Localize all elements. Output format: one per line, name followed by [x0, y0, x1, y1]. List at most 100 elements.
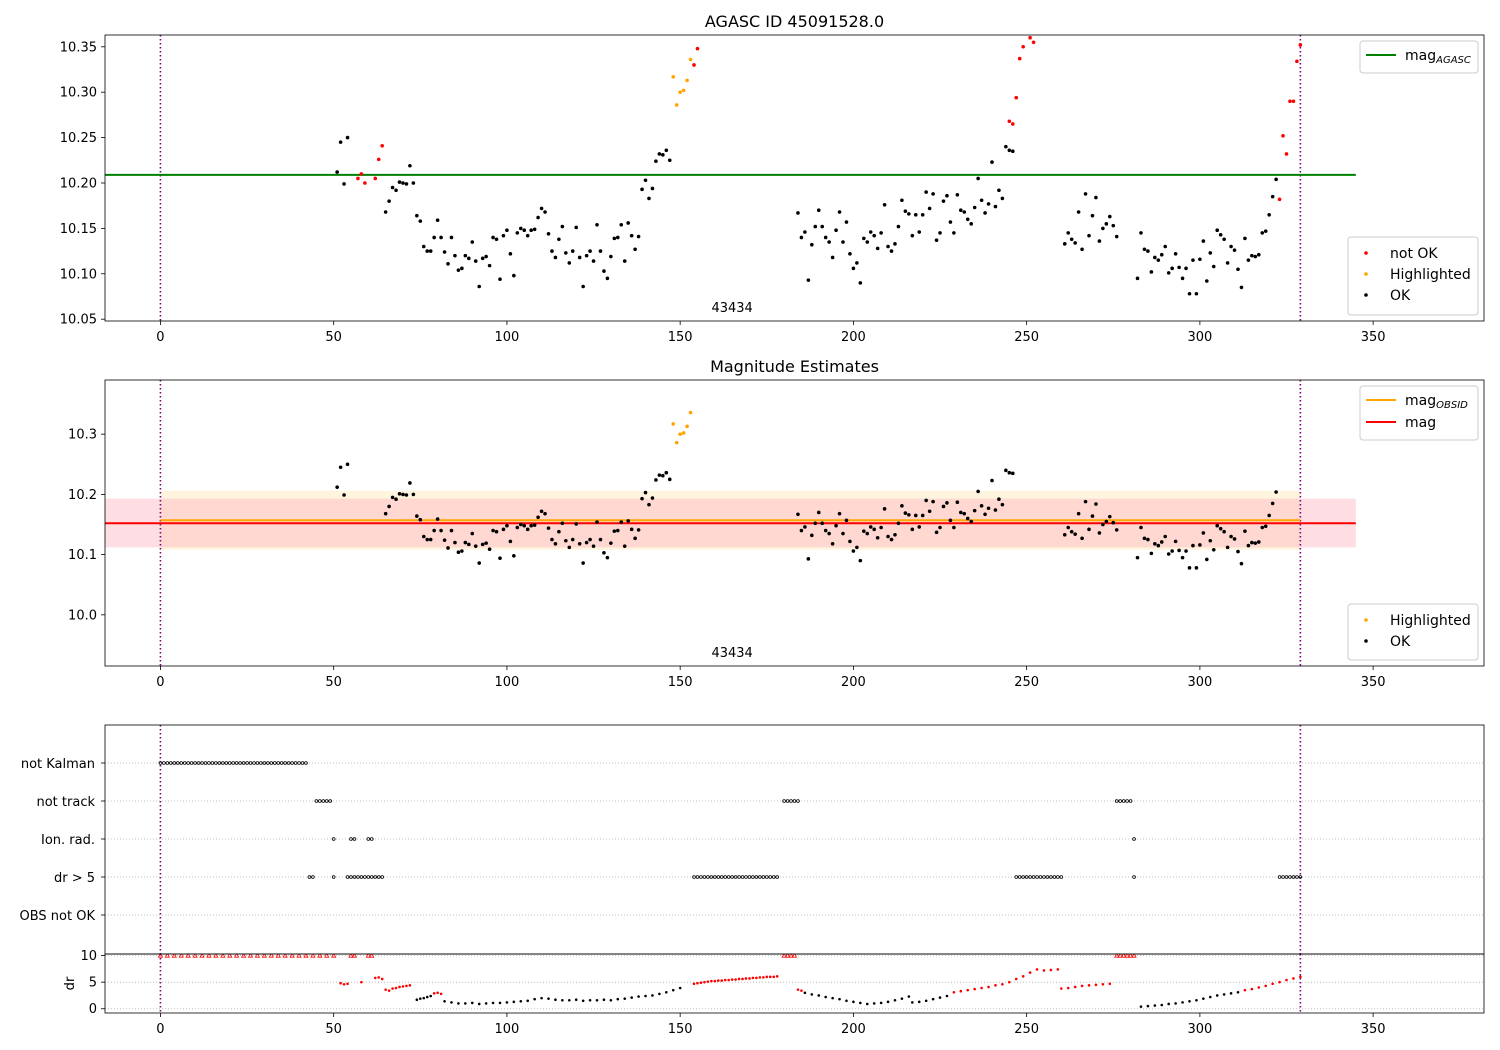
data-point: [934, 238, 939, 242]
data-point: [1087, 527, 1091, 532]
data-point: [1153, 255, 1157, 260]
dr-capped-marker: [331, 954, 337, 958]
data-point: [633, 536, 637, 541]
data-point: [428, 249, 433, 253]
dr-capped-marker: [781, 954, 787, 958]
data-point: [401, 181, 405, 185]
flag-point: [1056, 875, 1060, 879]
data-point: [893, 532, 897, 537]
flag-point: [300, 761, 305, 765]
flag-point: [733, 875, 738, 879]
flag-point: [792, 799, 797, 803]
flag-point: [349, 875, 353, 879]
data-point: [716, 979, 720, 982]
data-point: [1263, 229, 1268, 233]
data-point: [602, 269, 606, 273]
x-tick-label: 350: [1361, 675, 1386, 690]
data-point: [1218, 526, 1223, 531]
flag-point: [248, 761, 253, 765]
data-point: [1166, 552, 1171, 556]
data-point: [373, 976, 377, 980]
data-point: [1159, 252, 1164, 257]
data-point: [945, 193, 949, 198]
data-point: [806, 278, 811, 282]
data-point: [1142, 247, 1147, 252]
data-point: [1139, 1005, 1143, 1008]
data-point: [827, 531, 831, 536]
x-tick-label: 300: [1187, 1022, 1212, 1037]
data-point: [813, 224, 818, 229]
data-point: [408, 481, 412, 485]
data-point: [1156, 543, 1161, 548]
data-point: [1250, 253, 1254, 258]
data-point: [1146, 537, 1150, 542]
data-point: [626, 221, 630, 225]
flag-markers: [307, 875, 1303, 879]
data-point: [384, 988, 387, 991]
data-point: [1014, 95, 1019, 100]
panel-agasc: 0 50 100 150 200 250 300 350 10.05 10.10 10.15 10.2…: [60, 12, 1485, 345]
data-point: [1170, 266, 1174, 271]
flag-point: [754, 875, 759, 879]
data-point: [896, 224, 901, 229]
dr-capped-marker: [192, 954, 198, 958]
data-point: [1090, 514, 1095, 518]
data-point: [484, 541, 488, 545]
data-point: [446, 546, 450, 550]
data-point: [422, 996, 426, 1000]
data-point: [938, 525, 942, 530]
data-point: [1225, 261, 1230, 265]
data-point: [1104, 222, 1109, 226]
flag-point: [293, 761, 298, 765]
data-point: [338, 140, 343, 144]
data-point: [1139, 231, 1143, 235]
data-point: [1202, 997, 1205, 1000]
data-point: [605, 276, 610, 281]
data-point: [688, 57, 693, 62]
flag-point: [1295, 875, 1299, 879]
data-point: [404, 182, 409, 186]
flag-point: [785, 799, 790, 803]
data-point: [442, 538, 447, 542]
data-point: [626, 519, 630, 523]
data-point: [692, 982, 696, 986]
data-point: [727, 978, 730, 982]
data-point: [934, 530, 939, 535]
dr-capped-marker: [247, 954, 254, 958]
data-point: [1274, 490, 1278, 494]
data-point: [1059, 987, 1063, 990]
y-axis-label: dr: [63, 976, 78, 990]
data-point: [512, 554, 516, 558]
data-point: [394, 188, 398, 193]
data-point: [810, 993, 814, 996]
data-point: [356, 176, 360, 181]
flag-point: [723, 875, 728, 879]
flag-point: [369, 837, 374, 841]
obsid-annotation: 43434: [711, 301, 752, 316]
data-point: [844, 518, 849, 523]
data-point: [394, 986, 398, 990]
data-point: [1056, 968, 1060, 971]
y-tick-label: 10.3: [68, 428, 97, 443]
legend-box: [1347, 236, 1479, 316]
data-point: [1201, 531, 1206, 535]
data-point: [1264, 984, 1268, 988]
data-point: [591, 259, 596, 263]
data-point: [823, 235, 828, 240]
y-tick-label: 10: [80, 949, 97, 964]
data-point: [1277, 197, 1282, 202]
data-point: [543, 210, 547, 214]
data-point: [467, 256, 471, 261]
data-point: [917, 525, 922, 529]
dr-capped-marker: [324, 954, 330, 958]
data-point: [570, 249, 575, 253]
data-point: [1035, 968, 1039, 971]
data-point: [446, 262, 450, 266]
flag-point: [214, 761, 218, 765]
data-point: [546, 526, 551, 530]
data-point: [837, 210, 842, 214]
data-point: [1080, 536, 1084, 541]
legend-label: Highlighted: [1390, 267, 1471, 283]
data-point: [532, 523, 537, 527]
